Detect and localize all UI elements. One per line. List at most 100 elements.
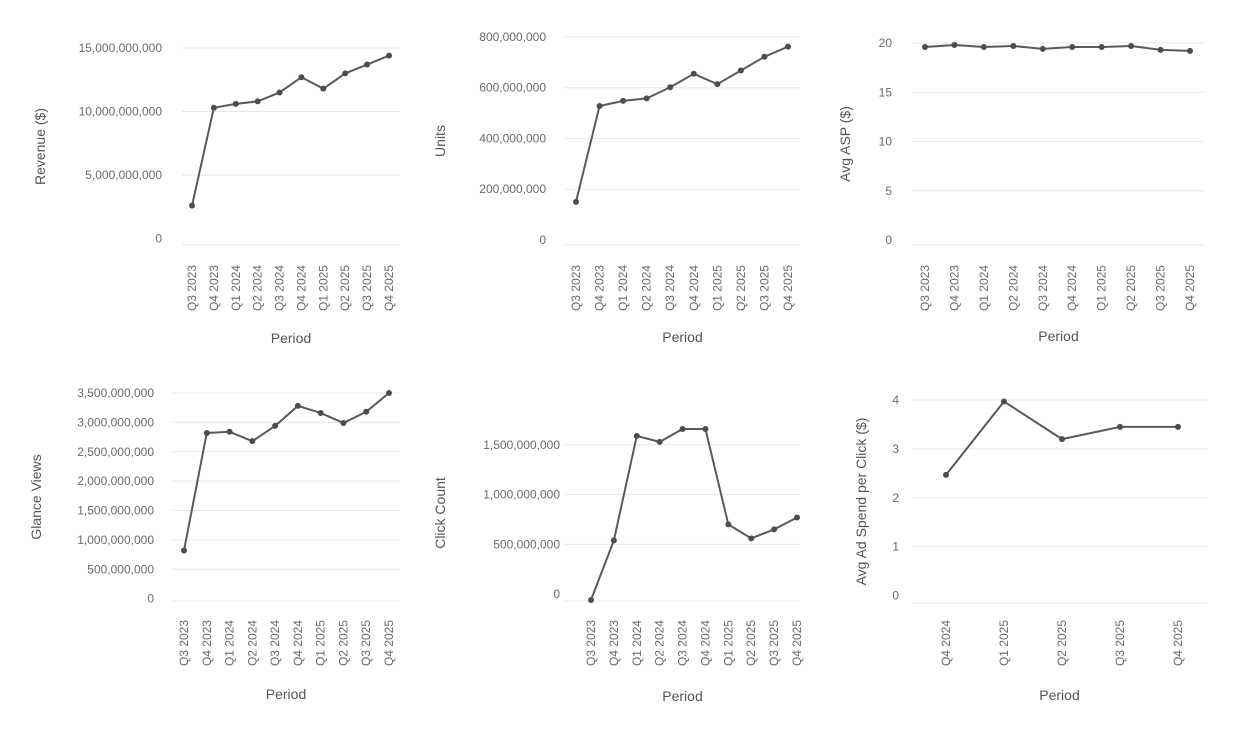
x-tick-label: Q4 2024 (939, 620, 953, 666)
y-tick-label: 2,500,000,000 (77, 445, 154, 459)
x-tick-label: Q4 2025 (382, 620, 396, 666)
y-tick-label: 0 (553, 587, 560, 601)
x-tick-label: Q1 2025 (721, 620, 735, 666)
data-point (203, 429, 210, 436)
x-tick-label: Q3 2024 (273, 265, 287, 311)
x-tick-label: Q2 2025 (338, 265, 352, 311)
data-point (794, 514, 800, 521)
y-axis-title: Revenue ($) (32, 108, 48, 185)
x-tick-label: Q4 2025 (1171, 620, 1185, 666)
x-tick-label: Q2 2025 (734, 265, 748, 311)
x-tick-label: Q1 2024 (223, 620, 237, 666)
data-point (386, 390, 392, 396)
data-point (588, 597, 594, 604)
x-tick-label: Q3 2023 (185, 265, 199, 311)
y-axis-title: Glance Views (28, 454, 44, 539)
data-point (785, 43, 791, 50)
data-point (189, 202, 195, 209)
x-tick-label: Q3 2025 (359, 620, 373, 666)
y-tick-label: 1,500,000,000 (483, 438, 560, 452)
x-tick-label: Q4 2025 (1183, 265, 1197, 311)
y-tick-label: 200,000,000 (479, 182, 546, 196)
data-point (254, 98, 261, 105)
x-tick-label: Q4 2024 (698, 620, 712, 666)
y-tick-label: 400,000,000 (479, 131, 546, 145)
data-point (610, 537, 617, 544)
x-tick-label: Q2 2024 (653, 620, 667, 666)
chart-panel-4: 0 500,000,000 1,000,000,000 1,500,000,000 2,… (28, 386, 400, 702)
x-tick-label: Q4 2023 (607, 620, 621, 666)
x-axis-title: Period (1038, 328, 1078, 344)
y-tick-label: 0 (539, 233, 546, 247)
x-tick-label: Q2 2025 (336, 620, 350, 666)
y-tick-label: 10,000,000,000 (79, 105, 163, 119)
series-line (924, 43, 1191, 52)
chart-panel-6: 0 1 2 3 4 Q4 2024 Q1 2025 Q2 2025 Q3 2025 Q4 2025… (853, 393, 1207, 703)
y-tick-label: 1,000,000,000 (77, 533, 154, 547)
data-point (573, 198, 579, 205)
x-tick-label: Q3 2025 (1154, 265, 1168, 311)
x-axis-title: Period (266, 686, 306, 702)
y-tick-label: 3,000,000,000 (77, 415, 154, 429)
y-axis-title: Units (432, 125, 448, 157)
x-tick-label: Q4 2025 (790, 620, 804, 666)
y-tick-label: 15,000,000,000 (79, 41, 163, 55)
data-point (922, 43, 928, 50)
data-point (980, 43, 987, 50)
data-point (1175, 423, 1181, 430)
y-tick-label: 15 (879, 85, 893, 99)
y-tick-label: 500,000,000 (87, 562, 154, 576)
x-tick-label: Q1 2024 (616, 265, 630, 311)
series-line (575, 45, 789, 203)
data-point (386, 52, 392, 59)
x-tick-label: Q3 2025 (757, 265, 771, 311)
data-point (1010, 42, 1017, 49)
x-axis-title: Period (662, 688, 702, 704)
y-tick-label: 0 (892, 589, 899, 603)
x-tick-label: Q3 2023 (569, 265, 583, 311)
x-tick-label: Q1 2024 (977, 265, 991, 311)
y-tick-label: 3,500,000,000 (77, 386, 154, 400)
series-line (191, 54, 390, 206)
data-point (1001, 398, 1007, 405)
y-tick-label: 800,000,000 (479, 30, 546, 44)
data-point (690, 70, 697, 77)
x-tick-label: Q4 2025 (781, 265, 795, 311)
data-point (317, 409, 324, 416)
data-point (748, 535, 755, 542)
data-point (226, 428, 233, 435)
data-point (714, 81, 721, 88)
x-tick-label: Q4 2023 (947, 265, 961, 311)
data-point (1098, 43, 1105, 50)
x-tick-label: Q2 2025 (1124, 265, 1138, 311)
x-tick-label: Q3 2025 (767, 620, 781, 666)
data-point (276, 89, 283, 96)
x-tick-label: Q4 2024 (291, 620, 305, 666)
y-axis-title: Avg ASP ($) (837, 106, 853, 182)
x-tick-label: Q4 2025 (382, 265, 396, 311)
y-tick-label: 0 (885, 233, 892, 247)
x-tick-label: Q1 2025 (316, 265, 330, 311)
x-tick-label: Q3 2025 (1113, 620, 1127, 666)
x-tick-label: Q2 2024 (1006, 265, 1020, 311)
x-tick-label: Q3 2024 (1036, 265, 1050, 311)
chart-panel-2: 0 200,000,000 400,000,000 600,000,000 800,00… (432, 30, 800, 345)
data-point (340, 419, 347, 426)
x-tick-label: Q3 2024 (268, 620, 282, 666)
y-tick-label: 1,000,000,000 (483, 488, 560, 502)
x-tick-label: Q4 2023 (593, 265, 607, 311)
data-point (181, 547, 187, 554)
data-point (679, 425, 686, 432)
data-point (943, 471, 949, 478)
data-point (342, 70, 349, 77)
data-point (643, 95, 650, 102)
y-tick-label: 2,000,000,000 (77, 474, 154, 488)
data-point (1039, 45, 1046, 52)
y-tick-label: 10 (879, 135, 893, 149)
x-axis-title: Period (271, 330, 311, 346)
data-point (232, 100, 239, 107)
y-tick-label: 0 (147, 592, 154, 606)
data-point (951, 41, 958, 48)
data-point (1187, 47, 1193, 54)
